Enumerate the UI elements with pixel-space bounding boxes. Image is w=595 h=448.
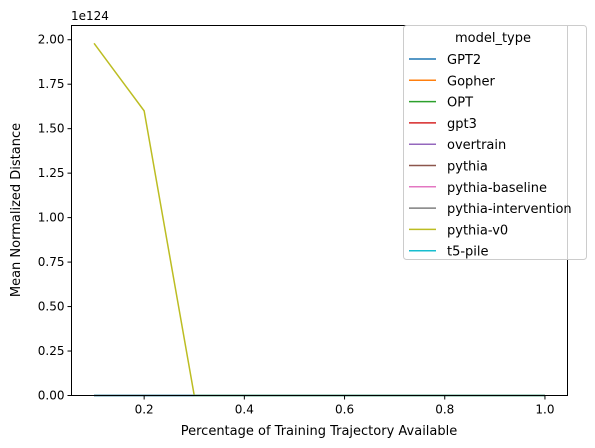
legend-title: model_type	[455, 31, 531, 46]
legend-label: Gopher	[447, 74, 496, 89]
y-tick-label: 1.00	[38, 211, 65, 225]
y-tick-label: 1.75	[38, 77, 65, 91]
x-tick-label: 1.0	[535, 403, 554, 417]
y-offset-label: 1e124	[71, 9, 109, 23]
legend: model_type GPT2 Gopher OPT gpt3 overtrain pyt…	[403, 25, 587, 260]
y-axis: 0.00 0.25 0.50 0.75 1.00 1.25 1.50 1.75 2.00	[38, 33, 72, 403]
legend-label: t5-pile	[447, 245, 489, 260]
legend-box	[403, 25, 587, 260]
y-tick-label: 0.00	[38, 389, 65, 403]
legend-label: pythia-v0	[447, 223, 508, 238]
x-tick-label: 0.4	[235, 403, 254, 417]
y-tick-label: 1.25	[38, 166, 65, 180]
y-tick-label: 2.00	[38, 33, 65, 47]
x-axis-label: Percentage of Training Trajectory Availa…	[181, 424, 458, 439]
y-axis-label: Mean Normalized Distance	[9, 123, 24, 297]
legend-label: overtrain	[447, 138, 506, 153]
legend-label: pythia	[447, 160, 488, 175]
y-tick-label: 0.25	[38, 344, 65, 358]
legend-label: gpt3	[447, 117, 477, 132]
legend-label: pythia-intervention	[447, 202, 572, 217]
y-tick-label: 1.50	[38, 122, 65, 136]
legend-label: pythia-baseline	[447, 181, 547, 196]
y-tick-label: 0.50	[38, 300, 65, 314]
y-tick-label: 0.75	[38, 255, 65, 269]
x-axis: 0.2 0.4 0.6 0.8 1.0	[135, 395, 555, 417]
x-tick-label: 0.6	[335, 403, 354, 417]
x-tick-label: 0.2	[135, 403, 154, 417]
legend-label: GPT2	[447, 53, 481, 68]
legend-label: OPT	[447, 96, 473, 111]
x-tick-label: 0.8	[435, 403, 454, 417]
legend-items: GPT2 Gopher OPT gpt3 overtrain pythia pythia-b…	[409, 53, 572, 260]
